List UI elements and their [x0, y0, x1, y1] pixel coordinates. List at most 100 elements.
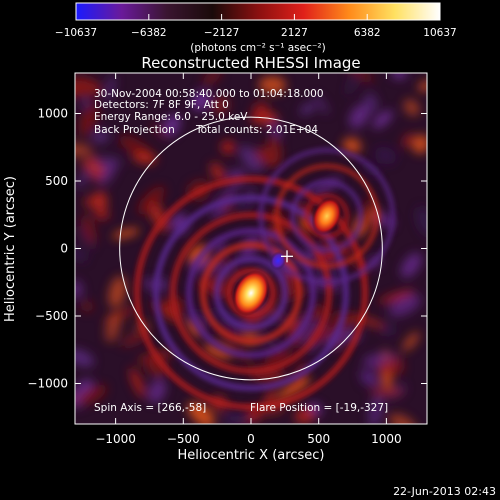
- sidelobe-blob: [137, 186, 165, 215]
- sidelobe-blob: [368, 393, 384, 424]
- y-tick-label: −1000: [27, 377, 68, 391]
- sidelobe-blob: [93, 190, 108, 215]
- ring-artifact: [289, 179, 364, 254]
- sidelobe-blob: [270, 121, 282, 138]
- sidelobe-blob: [294, 408, 315, 424]
- annotation-energy: Energy Range: 6.0 - 25.0 keV: [94, 111, 248, 123]
- sidelobe-blob: [132, 152, 157, 164]
- annotation-detectors: Detectors: 7F 8F 9F, Att 0: [94, 99, 229, 111]
- sidelobe-blob: [221, 140, 235, 155]
- sidelobe-blob: [111, 228, 140, 239]
- x-tick-label: 0: [247, 432, 255, 446]
- sidelobe-blob: [362, 197, 373, 231]
- colorbar-unit-label: (photons cm⁻² s⁻¹ asec⁻²): [190, 42, 325, 54]
- sidelobe-blob: [78, 102, 99, 137]
- sidelobe-blob: [75, 75, 94, 99]
- sidelobe-blob: [382, 323, 395, 336]
- ring-artifact: [199, 241, 303, 345]
- colorbar-ticks: −10637 −6382 −2127 2127 6382 10637: [55, 14, 457, 39]
- spin-axis-marker: [281, 250, 294, 263]
- colorbar-bar: [75, 2, 441, 21]
- image-area: [75, 73, 427, 424]
- sidelobe-blob: [258, 76, 287, 94]
- y-axis-ticks: 1000 500 0 −500 −1000: [27, 107, 427, 391]
- sidelobe-blob: [129, 367, 145, 398]
- sidelobe-blob: [191, 90, 211, 111]
- sidelobe-blob: [313, 94, 329, 114]
- sidelobe-blob: [151, 123, 171, 139]
- ring-artifact: [273, 163, 380, 270]
- ring-artifact: [185, 227, 317, 359]
- ring-artifacts: [133, 147, 396, 411]
- y-axis-label: Heliocentric Y (arcsec): [3, 176, 18, 322]
- y-tick-label: 500: [45, 174, 68, 188]
- sidelobe-blob: [222, 412, 252, 424]
- colorbar-tick-label: −2127: [204, 27, 240, 39]
- colorbar-tick-label: −10637: [55, 27, 97, 39]
- sidelobe-blob: [277, 377, 312, 400]
- sidelobe-blob: [372, 110, 393, 129]
- sidelobe-blob: [163, 114, 181, 137]
- x-tick-label: 500: [307, 432, 330, 446]
- colorbar-tick-label: 2127: [281, 27, 308, 39]
- sidelobe-blob: [105, 311, 121, 343]
- annotations: 30-Nov-2004 00:58:40.000 to 01:04:18.000…: [94, 88, 388, 414]
- annotation-method: Back Projection: [94, 124, 175, 136]
- sidelobe-blob: [378, 290, 415, 304]
- sidelobe-blob: [75, 246, 88, 262]
- y-tick-label: −500: [35, 309, 68, 323]
- sidelobe-blob: [75, 280, 84, 299]
- sidelobe-blob: [108, 276, 127, 308]
- sidelobe-blob: [80, 159, 106, 175]
- sidelobe-blob: [349, 104, 370, 129]
- sidelobe-blob: [403, 99, 420, 116]
- annotation-total-counts: Total counts: 2.01E+04: [195, 124, 318, 136]
- sidelobe-blob: [412, 134, 427, 154]
- ring-artifact: [257, 147, 396, 286]
- sidelobe-blob: [210, 162, 226, 183]
- annotation-spin-axis: Spin Axis = [266,-58]: [94, 402, 206, 414]
- sidelobe-blob: [75, 349, 95, 367]
- colorbar-tick-label: 10637: [423, 27, 456, 39]
- sidelobe-blob: [377, 359, 405, 377]
- ring-artifact: [213, 255, 289, 331]
- annotation-flare-position: Flare Position = [-19,-327]: [250, 402, 388, 414]
- sidelobe-blob: [104, 74, 116, 104]
- sidelobe-blob: [75, 167, 94, 189]
- sidelobe-blob: [253, 102, 270, 115]
- sidelobe-blob: [363, 92, 378, 113]
- sidelobe-blob: [211, 96, 230, 114]
- footer-date: 22-Jun-2013 02:43: [393, 485, 496, 498]
- x-tick-label: −500: [167, 432, 200, 446]
- sidelobe-blob: [418, 80, 427, 92]
- sidelobe-blob: [374, 146, 397, 165]
- sidelobe-blob: [77, 384, 107, 406]
- sidelobe-blob: [75, 378, 94, 408]
- sidelobe-blob: [402, 133, 414, 148]
- x-tick-label: −1000: [95, 432, 136, 446]
- ring-artifact: [133, 175, 369, 411]
- sidelobe-blob: [400, 252, 422, 278]
- sidelobe-blob: [187, 401, 215, 424]
- sidelobe-blob: [311, 305, 326, 320]
- y-tick-label: 1000: [37, 107, 68, 121]
- sidelobe-blob: [80, 300, 94, 313]
- sidelobe-blob: [94, 212, 111, 220]
- ring-artifact: [169, 211, 333, 375]
- sidelobe-blob: [358, 370, 380, 387]
- sidelobe-blob: [300, 103, 316, 115]
- sidelobe-blob: [267, 135, 282, 165]
- colorbar: −10637 −6382 −2127 2127 6382 10637 (photons c…: [55, 2, 457, 54]
- x-tick-label: 1000: [371, 432, 402, 446]
- sidelobe-blob: [388, 294, 421, 317]
- ring-artifact: [303, 193, 350, 240]
- sidelobe-blob: [342, 137, 362, 154]
- solar-limb-circle: [119, 116, 383, 381]
- sidelobe-blob: [239, 145, 263, 173]
- sidelobe-blob: [389, 413, 416, 424]
- source-blob: [232, 270, 270, 316]
- plot-title: Reconstructed RHESSI Image: [141, 54, 360, 72]
- annotation-time-range: 30-Nov-2004 00:58:40.000 to 01:04:18.000: [94, 88, 324, 100]
- x-axis-ticks: −1000 −500 0 500 1000: [95, 73, 402, 446]
